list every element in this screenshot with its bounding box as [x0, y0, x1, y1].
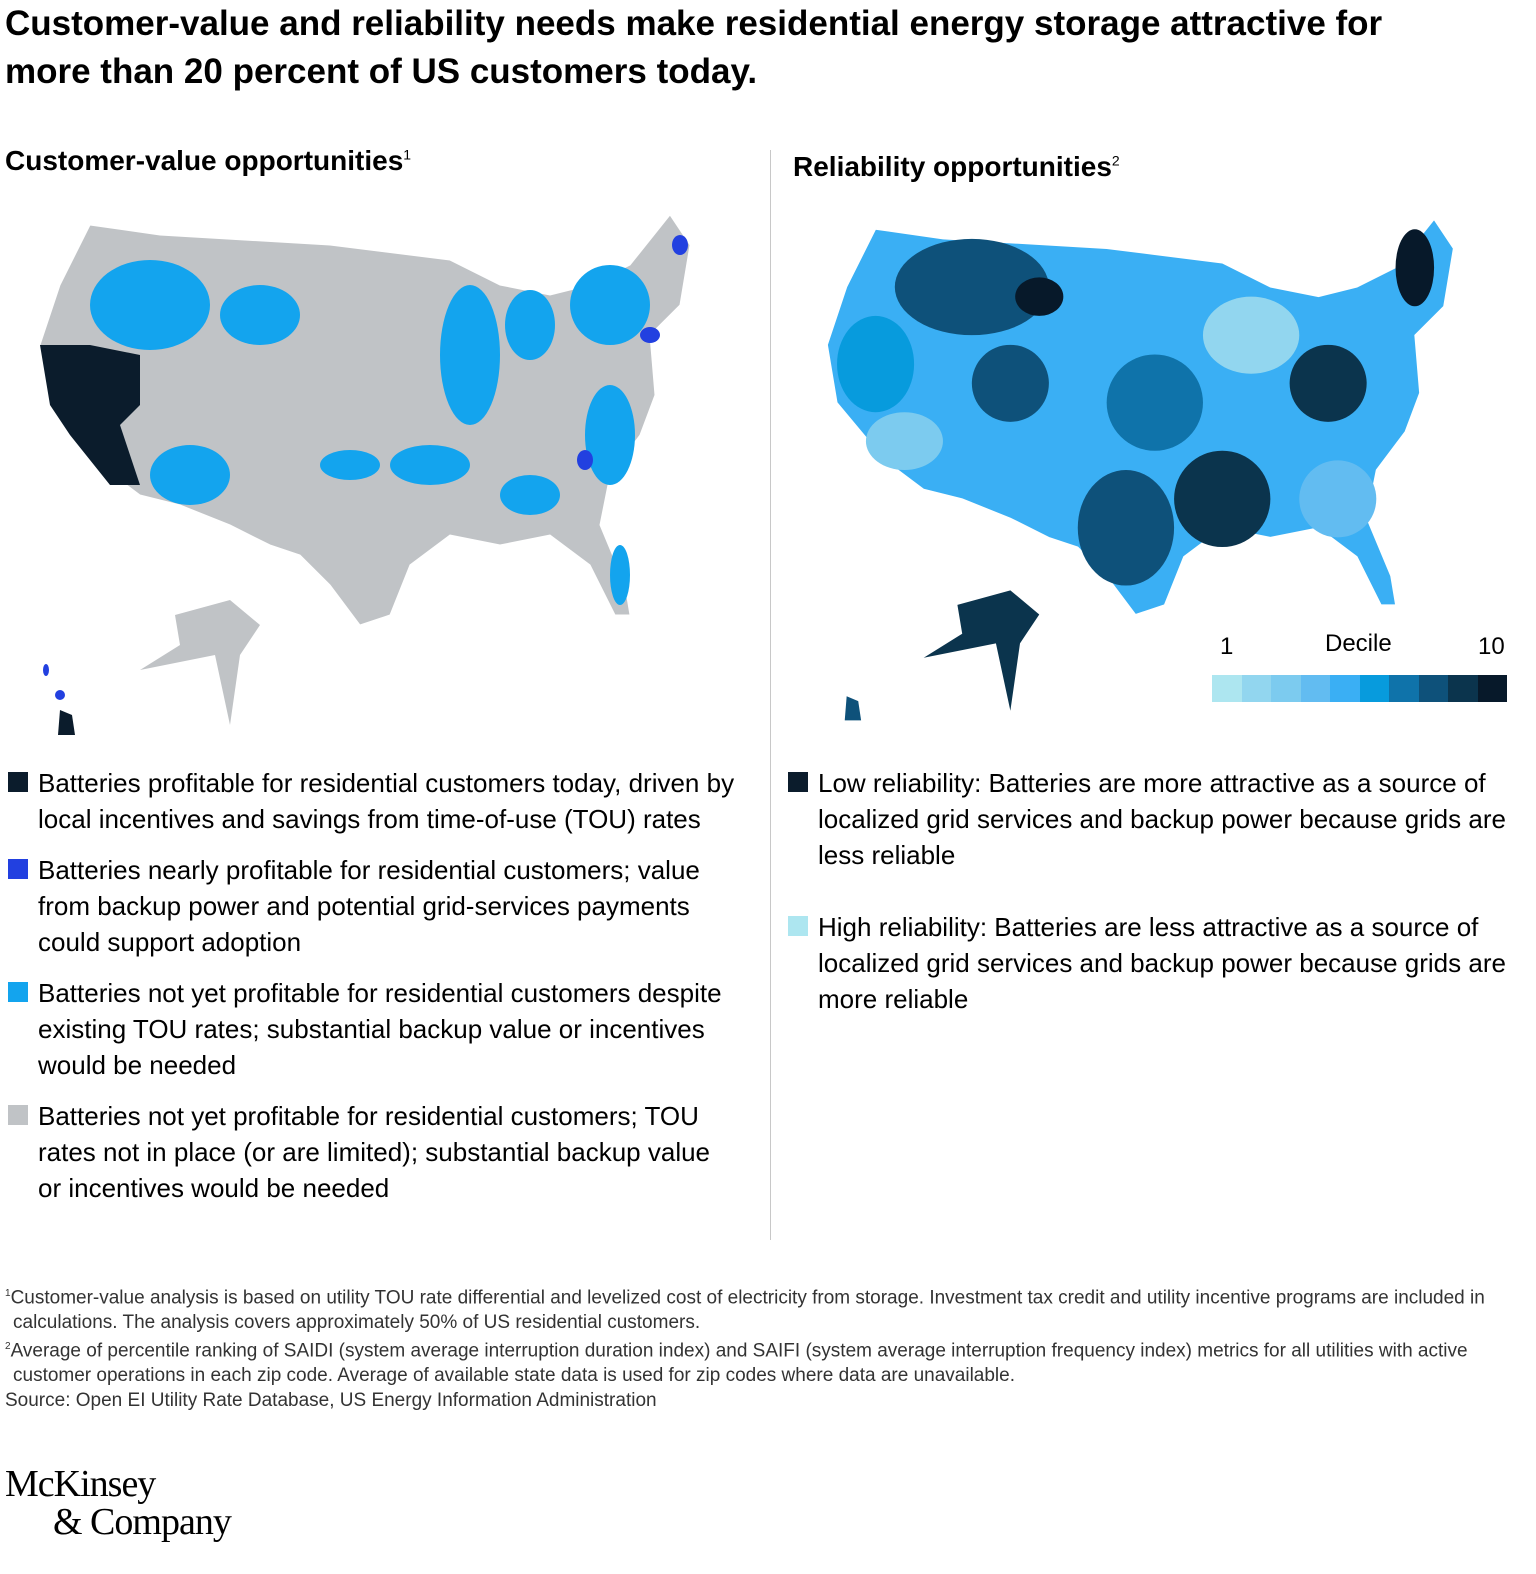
right-map-heading: Reliability opportunities2 [793, 151, 1120, 183]
decile-swatch-2 [1241, 675, 1271, 702]
decile-color-scale [1212, 675, 1507, 702]
footnote-marker: 1 [5, 1288, 11, 1299]
page-title: Customer-value and reliability needs mak… [5, 4, 1383, 91]
legend-swatch [8, 772, 28, 792]
decile-min-label: 1 [1220, 633, 1234, 660]
heading-text: Customer-value opportunities [5, 145, 404, 176]
legend-swatch [8, 982, 28, 1002]
alaska [140, 600, 260, 725]
decile-swatch-4 [1300, 675, 1330, 702]
decile-swatch-7 [1389, 675, 1419, 702]
decile-regions [837, 229, 1435, 586]
decile-max-label: 10 [1478, 633, 1505, 660]
tou-regions [90, 260, 650, 605]
decile-swatch-3 [1271, 675, 1301, 702]
left-map-heading: Customer-value opportunities1 [5, 145, 411, 177]
alaska [923, 590, 1040, 711]
decile-swatch-1 [1212, 675, 1242, 702]
decile-swatch-9 [1448, 675, 1478, 702]
legend-swatch [8, 1105, 28, 1125]
legend-text: Batteries profitable for residential cus… [38, 768, 735, 834]
source-note: Source: Open EI Utility Rate Database, U… [5, 1389, 657, 1411]
legend-item: Low reliability: Batteries are more attr… [788, 765, 1523, 873]
legend-item: Batteries not yet profitable for residen… [8, 975, 738, 1083]
nearly-profitable-regions [43, 235, 688, 700]
reliability-legend: Low reliability: Batteries are more attr… [788, 765, 1523, 1053]
legend-swatch [788, 772, 808, 792]
footnote-marker: 2 [5, 1341, 11, 1353]
footnote-2: 2Average of percentile ranking of SAIDI … [5, 1335, 1505, 1388]
mckinsey-logo: McKinsey & Company [5, 1463, 232, 1543]
legend-swatch [788, 916, 808, 936]
decile-swatch-6 [1359, 675, 1389, 702]
legend-text: High reliability: Batteries are less att… [818, 912, 1506, 1014]
legend-text: Batteries not yet profitable for residen… [38, 978, 722, 1080]
footnote-text: Customer-value analysis is based on util… [10, 1287, 1485, 1333]
decile-swatch-8 [1418, 675, 1448, 702]
legend-item: Batteries not yet profitable for residen… [8, 1098, 738, 1206]
customer-value-map [39, 214, 691, 735]
footnotes: 1Customer-value analysis is based on uti… [5, 1282, 1505, 1413]
legend-item: Batteries profitable for residential cus… [8, 765, 738, 837]
hawaii [844, 696, 862, 721]
legend-text: Low reliability: Batteries are more attr… [818, 768, 1506, 870]
heading-text: Reliability opportunities [793, 151, 1112, 182]
reliability-map [826, 219, 1454, 721]
legend-swatch [8, 859, 28, 879]
legend-item: Batteries nearly profitable for resident… [8, 852, 738, 960]
hawaii [58, 710, 75, 735]
footnote-text: Average of percentile ranking of SAIDI (… [10, 1340, 1468, 1387]
decile-swatch-5 [1330, 675, 1360, 702]
legend-text: Batteries not yet profitable for residen… [38, 1101, 711, 1203]
logo-line-1: McKinsey [5, 1463, 156, 1505]
decile-swatch-10 [1477, 675, 1507, 702]
decile-label: Decile [1325, 630, 1392, 657]
footnote-ref: 2 [1111, 152, 1120, 169]
footnote-ref: 1 [403, 146, 412, 163]
legend-text: Batteries nearly profitable for resident… [38, 855, 700, 957]
california-profitable-region [40, 345, 140, 485]
customer-value-legend: Batteries profitable for residential cus… [8, 765, 738, 1221]
column-divider [770, 150, 771, 1240]
legend-item: High reliability: Batteries are less att… [788, 909, 1523, 1017]
logo-line-2: & Company [53, 1501, 232, 1543]
footnote-1: 1Customer-value analysis is based on uti… [5, 1282, 1505, 1335]
